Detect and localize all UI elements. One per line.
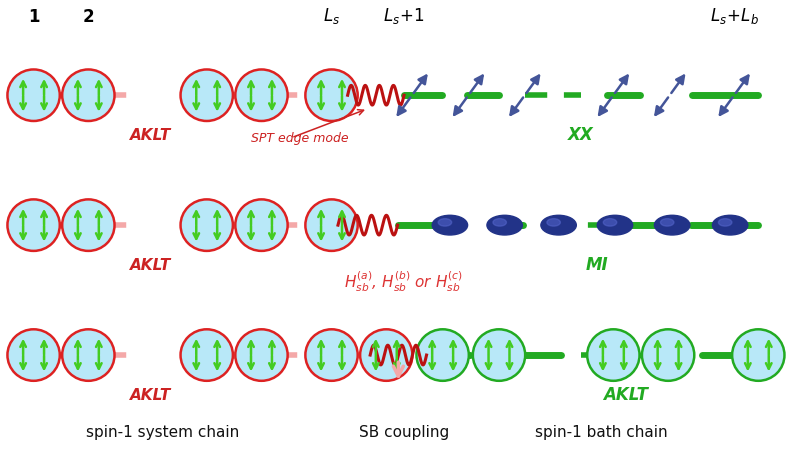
Text: spin-1 bath chain: spin-1 bath chain <box>535 425 667 440</box>
Circle shape <box>713 215 748 235</box>
Circle shape <box>660 219 674 226</box>
Circle shape <box>597 215 633 235</box>
Text: $L_s\!+\!1$: $L_s\!+\!1$ <box>383 6 425 26</box>
Circle shape <box>541 215 576 235</box>
Ellipse shape <box>235 70 288 121</box>
Ellipse shape <box>180 329 233 381</box>
Ellipse shape <box>360 329 412 381</box>
Text: 2: 2 <box>82 8 95 26</box>
Ellipse shape <box>7 329 60 381</box>
Ellipse shape <box>235 329 288 381</box>
Text: AKLT: AKLT <box>603 386 648 404</box>
Ellipse shape <box>235 199 288 251</box>
Circle shape <box>432 215 468 235</box>
Circle shape <box>438 219 452 226</box>
Text: AKLT: AKLT <box>130 128 171 143</box>
Ellipse shape <box>180 70 233 121</box>
Circle shape <box>487 215 522 235</box>
Text: MI: MI <box>586 256 608 274</box>
Ellipse shape <box>62 329 115 381</box>
Text: $H_{sb}^{(a)}$, $H_{sb}^{(b)}$ or $H_{sb}^{(c)}$: $H_{sb}^{(a)}$, $H_{sb}^{(b)}$ or $H_{sb… <box>344 269 464 293</box>
Text: SB coupling: SB coupling <box>359 425 449 440</box>
Text: 1: 1 <box>27 8 40 26</box>
Ellipse shape <box>305 70 358 121</box>
Ellipse shape <box>7 70 60 121</box>
Ellipse shape <box>416 329 469 381</box>
Ellipse shape <box>587 329 639 381</box>
Ellipse shape <box>473 329 525 381</box>
Ellipse shape <box>62 199 115 251</box>
Circle shape <box>718 219 732 226</box>
Text: SPT edge mode: SPT edge mode <box>251 132 348 145</box>
Ellipse shape <box>7 199 60 251</box>
Ellipse shape <box>180 199 233 251</box>
Circle shape <box>493 219 507 226</box>
Circle shape <box>654 215 690 235</box>
Circle shape <box>604 219 617 226</box>
Text: AKLT: AKLT <box>130 388 171 403</box>
Ellipse shape <box>305 329 358 381</box>
Text: spin-1 system chain: spin-1 system chain <box>86 425 239 440</box>
Ellipse shape <box>62 70 115 121</box>
Text: XX: XX <box>568 126 594 144</box>
Text: $L_s\!+\!L_b$: $L_s\!+\!L_b$ <box>709 6 759 26</box>
Ellipse shape <box>305 199 358 251</box>
Text: AKLT: AKLT <box>130 258 171 273</box>
Text: $L_s$: $L_s$ <box>323 6 340 26</box>
Ellipse shape <box>732 329 785 381</box>
Circle shape <box>547 219 561 226</box>
Ellipse shape <box>642 329 694 381</box>
